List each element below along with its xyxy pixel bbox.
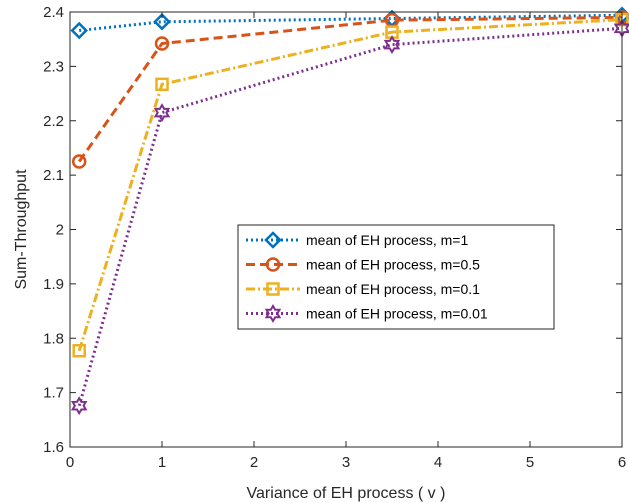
- x-tick-label-3: 2: [250, 454, 258, 471]
- legend-marker-1: [264, 231, 282, 249]
- y-tick-label-3: 1.8: [43, 330, 64, 347]
- y-tick-label-5: 2: [56, 222, 64, 239]
- x-tick-label-7: 6: [618, 454, 626, 471]
- series-4-point-3: [383, 35, 401, 55]
- legend-label-2: mean of EH process, m=0.5: [306, 257, 480, 273]
- axes: 0 1 2 3 4 5 6 1.6 1.7 1.8 1.9 2 2.1 2.2 2.3 2.4: [43, 4, 626, 471]
- x-tick-label-4: 3: [342, 454, 350, 471]
- y-tick-label-7: 2.2: [43, 113, 64, 130]
- y-tick-label-1: 1.6: [43, 439, 64, 456]
- x-tick-label-5: 4: [434, 454, 442, 471]
- legend-marker-4: [264, 304, 282, 323]
- series-1-point-1: [70, 21, 88, 40]
- y-tick-label-6: 2.1: [43, 167, 64, 184]
- series-4-point-2: [153, 103, 171, 123]
- series-3-point-2: [155, 77, 169, 92]
- x-tick-label-6: 5: [526, 454, 534, 471]
- series-3-point-1: [72, 344, 86, 358]
- legend-label-4: mean of EH process, m=0.01: [306, 306, 488, 322]
- series-layer: [70, 6, 629, 416]
- y-tick-label-4: 1.9: [43, 276, 64, 293]
- series-1-point-2: [153, 13, 171, 31]
- x-tick-label-2: 1: [158, 454, 166, 471]
- series-3-line: [77, 18, 623, 352]
- legend-marker-3: [266, 282, 280, 296]
- x-axis-title: Variance of EH process ( v ): [247, 485, 446, 502]
- legend-box: [237, 224, 555, 330]
- series-3: [72, 12, 629, 358]
- series-1-line: [79, 13, 623, 32]
- series-2-point-1: [71, 154, 87, 169]
- y-axis-title: Sum-Throughput: [13, 169, 30, 290]
- y-tick-label-2: 1.7: [43, 385, 64, 402]
- x-tick-label-1: 0: [66, 454, 74, 471]
- legend-marker-2: [265, 257, 281, 272]
- series-2-point-2: [154, 36, 170, 51]
- legend-label-3: mean of EH process, m=0.1: [306, 281, 480, 297]
- y-tick-label-9: 2.4: [43, 4, 64, 21]
- legend: mean of EH process, m=1 mean of EH proces…: [237, 224, 555, 330]
- series-2-line: [77, 15, 623, 163]
- legend-label-1: mean of EH process, m=1: [306, 232, 468, 248]
- y-tick-label-8: 2.3: [43, 58, 64, 75]
- series-4-point-1: [70, 396, 88, 416]
